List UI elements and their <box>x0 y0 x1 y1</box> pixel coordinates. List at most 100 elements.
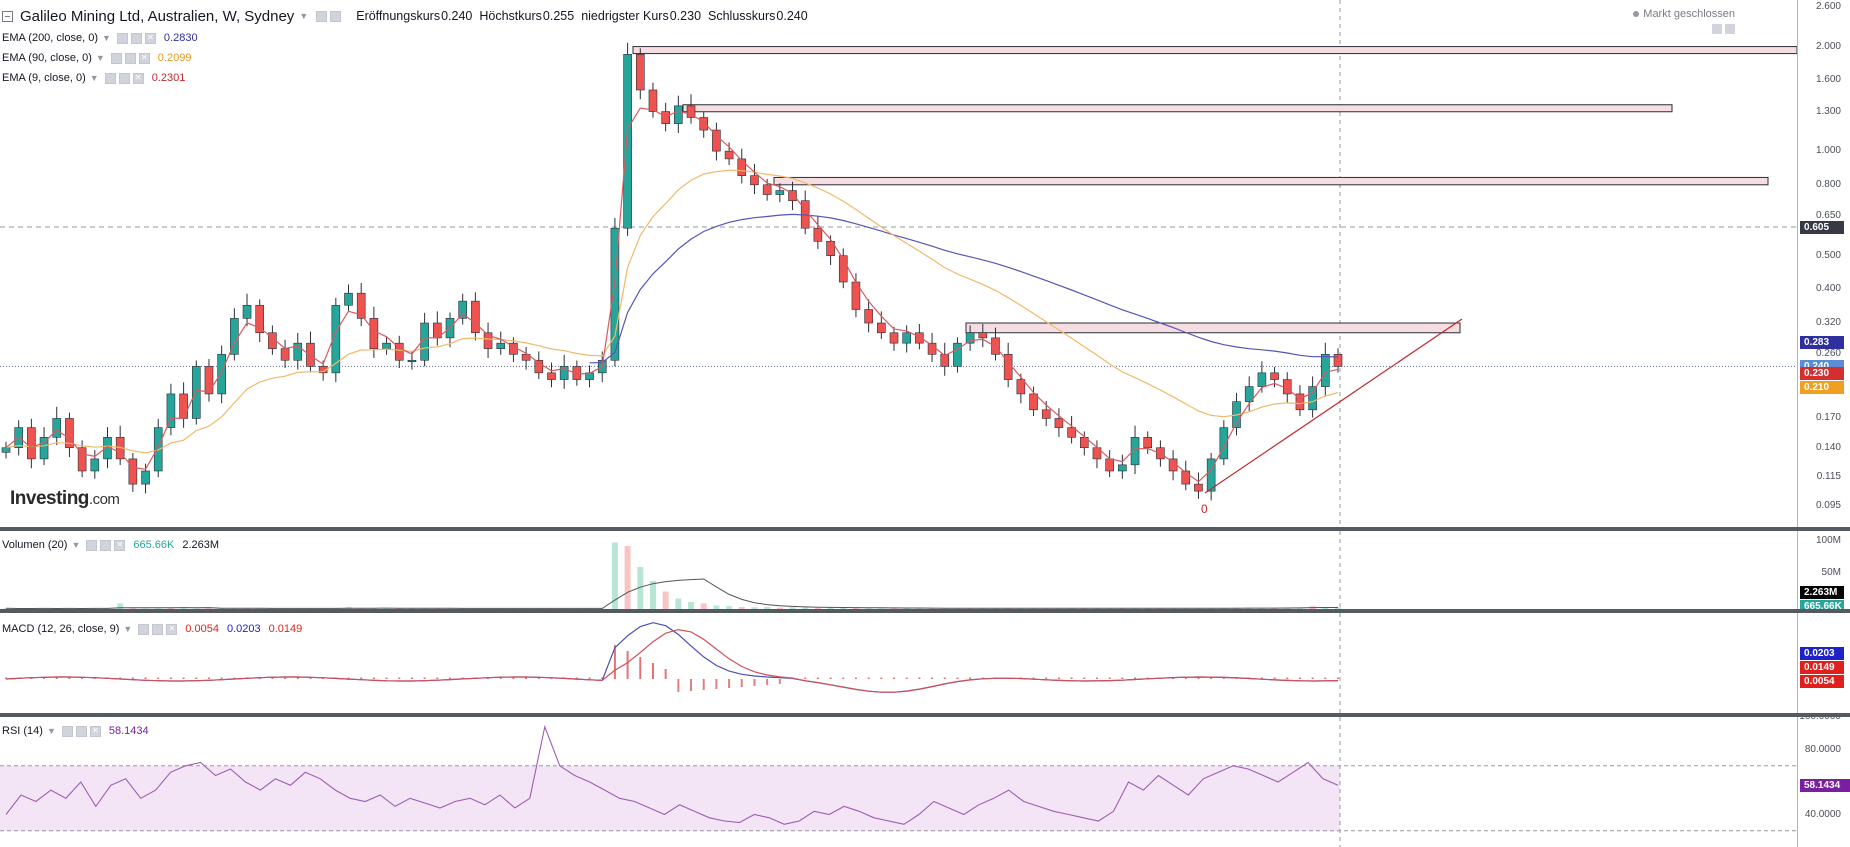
macd-histogram-bar <box>68 677 71 679</box>
candle-body <box>306 342 315 367</box>
high-value: 0.255 <box>542 9 575 23</box>
candle-body <box>407 359 417 363</box>
price-axis[interactable]: 2.600 2.000 1.600 1.300 1.000 0.800 0.650 0.500… <box>1797 0 1850 527</box>
candle-body <box>217 354 226 395</box>
macd-histogram-bar <box>81 677 84 679</box>
settings-icon[interactable] <box>118 72 130 84</box>
price-tick-label: 0.115 <box>1816 471 1841 483</box>
macd-histogram-bar <box>436 677 439 679</box>
ema9-value: 0.2301 <box>151 72 186 84</box>
candle-body <box>77 447 87 472</box>
macd-histogram-bar <box>119 677 122 679</box>
macd-histogram-bar <box>677 679 680 692</box>
candle-body <box>699 117 709 131</box>
eye-icon[interactable] <box>138 623 150 635</box>
settings-icon[interactable] <box>75 725 87 737</box>
macd-histogram-bar <box>1298 677 1301 679</box>
macd-histogram-bar <box>157 677 160 679</box>
pane-separator[interactable] <box>0 713 1850 717</box>
macd-histogram-bar <box>918 677 921 679</box>
eye-icon[interactable] <box>116 32 128 44</box>
price-tag: 0.605 <box>1800 220 1844 234</box>
rsi-axis[interactable]: 100.0000 80.0000 40.0000 58.1434 <box>1797 717 1850 847</box>
eye-icon[interactable] <box>104 72 116 84</box>
macd-histogram-bar <box>499 677 502 679</box>
eye-icon[interactable] <box>316 10 328 22</box>
price-tick-label: 0.800 <box>1815 178 1841 190</box>
candle-body <box>471 300 480 334</box>
volume-bar <box>129 608 136 609</box>
chevron-down-icon[interactable]: ▼ <box>102 33 111 43</box>
low-value: 0.230 <box>669 9 702 23</box>
candle-body <box>661 111 670 124</box>
macd-histogram-bar <box>740 679 743 687</box>
resistance-zone <box>773 176 1769 186</box>
macd-name: MACD (12, 26, close, 9) <box>2 623 120 635</box>
rsi-pane[interactable]: RSI (14) ▼ ✕ 58.1434 <box>0 717 1797 847</box>
settings-icon[interactable] <box>330 10 342 22</box>
macd-histogram-bar <box>144 677 147 679</box>
chevron-down-icon[interactable]: ▼ <box>46 726 56 736</box>
signal-line <box>5 628 1339 693</box>
eye-icon[interactable] <box>110 52 122 64</box>
close-icon[interactable]: ✕ <box>89 725 101 737</box>
macd-value-2: 0.0203 <box>226 623 261 635</box>
candle-body <box>838 255 848 283</box>
settings-icon[interactable] <box>130 32 142 44</box>
trendline <box>1204 318 1463 494</box>
resistance-zone <box>632 46 1797 55</box>
rsi-band <box>0 765 1340 831</box>
volume-axis[interactable]: 100M 50M 2.263M 665.66K <box>1797 531 1850 609</box>
eye-icon[interactable] <box>61 725 73 737</box>
chevron-down-icon[interactable]: ▼ <box>123 624 133 634</box>
rsi-value: 58.1434 <box>108 725 149 737</box>
candle-body <box>547 372 556 380</box>
maximize-icon[interactable] <box>1712 24 1722 34</box>
price-tick-label: 2.000 <box>1815 40 1841 52</box>
macd-histogram-bar <box>969 677 972 679</box>
volume-legend: Volumen (20) ▼ ✕ 665.66K 2.263M <box>2 537 227 553</box>
restore-icon[interactable] <box>1725 24 1735 34</box>
price-pane[interactable]: Galileo Mining Ltd, Australien, W, Sydne… <box>0 0 1797 527</box>
volume-bar <box>611 542 618 609</box>
settings-icon[interactable] <box>100 539 112 551</box>
settings-icon[interactable] <box>152 623 164 635</box>
close-icon[interactable]: ✕ <box>114 539 126 551</box>
volume-bar <box>814 607 821 609</box>
chevron-down-icon[interactable]: ▼ <box>71 540 81 550</box>
macd-axis[interactable]: 0.0203 0.0149 0.0054 <box>1797 613 1850 713</box>
macd-histogram-bar <box>702 679 705 690</box>
eye-icon[interactable] <box>86 539 98 551</box>
candle-body <box>889 332 899 344</box>
close-icon[interactable]: ✕ <box>144 32 156 44</box>
candle-body <box>902 332 911 344</box>
macd-histogram-bar <box>131 677 134 679</box>
settings-icon[interactable] <box>124 52 136 64</box>
candle-body <box>775 190 785 195</box>
close-icon[interactable]: ✕ <box>138 52 150 64</box>
symbol-title: Galileo Mining Ltd, Australien, W, Sydne… <box>20 7 295 25</box>
macd-histogram-bar <box>804 677 807 679</box>
status-dot-icon <box>1633 11 1640 18</box>
close-icon[interactable]: ✕ <box>166 623 178 635</box>
volume-bar <box>738 606 745 609</box>
macd-histogram-bar <box>43 677 46 679</box>
collapse-icon[interactable] <box>2 10 13 22</box>
candle-body <box>750 175 759 186</box>
macd-histogram-bar <box>613 645 616 679</box>
macd-histogram-bar <box>372 677 375 679</box>
macd-pane[interactable]: MACD (12, 26, close, 9) ▼ ✕ 0.0054 0.020… <box>0 613 1797 713</box>
chevron-down-icon[interactable]: ▼ <box>95 53 105 63</box>
volume-bar <box>205 608 212 609</box>
chevron-down-icon[interactable]: ▼ <box>299 11 309 21</box>
close-icon[interactable]: ✕ <box>132 72 144 84</box>
macd-histogram-bar <box>385 677 388 679</box>
pane-separator[interactable] <box>0 609 1850 613</box>
pane-separator[interactable] <box>0 527 1850 531</box>
volume-pane[interactable]: Volumen (20) ▼ ✕ 665.66K 2.263M <box>0 531 1797 609</box>
macd-histogram-bar <box>601 677 604 679</box>
close-value: 0.240 <box>776 9 808 23</box>
chevron-down-icon[interactable]: ▼ <box>89 73 99 83</box>
macd-histogram-bar <box>778 679 781 684</box>
